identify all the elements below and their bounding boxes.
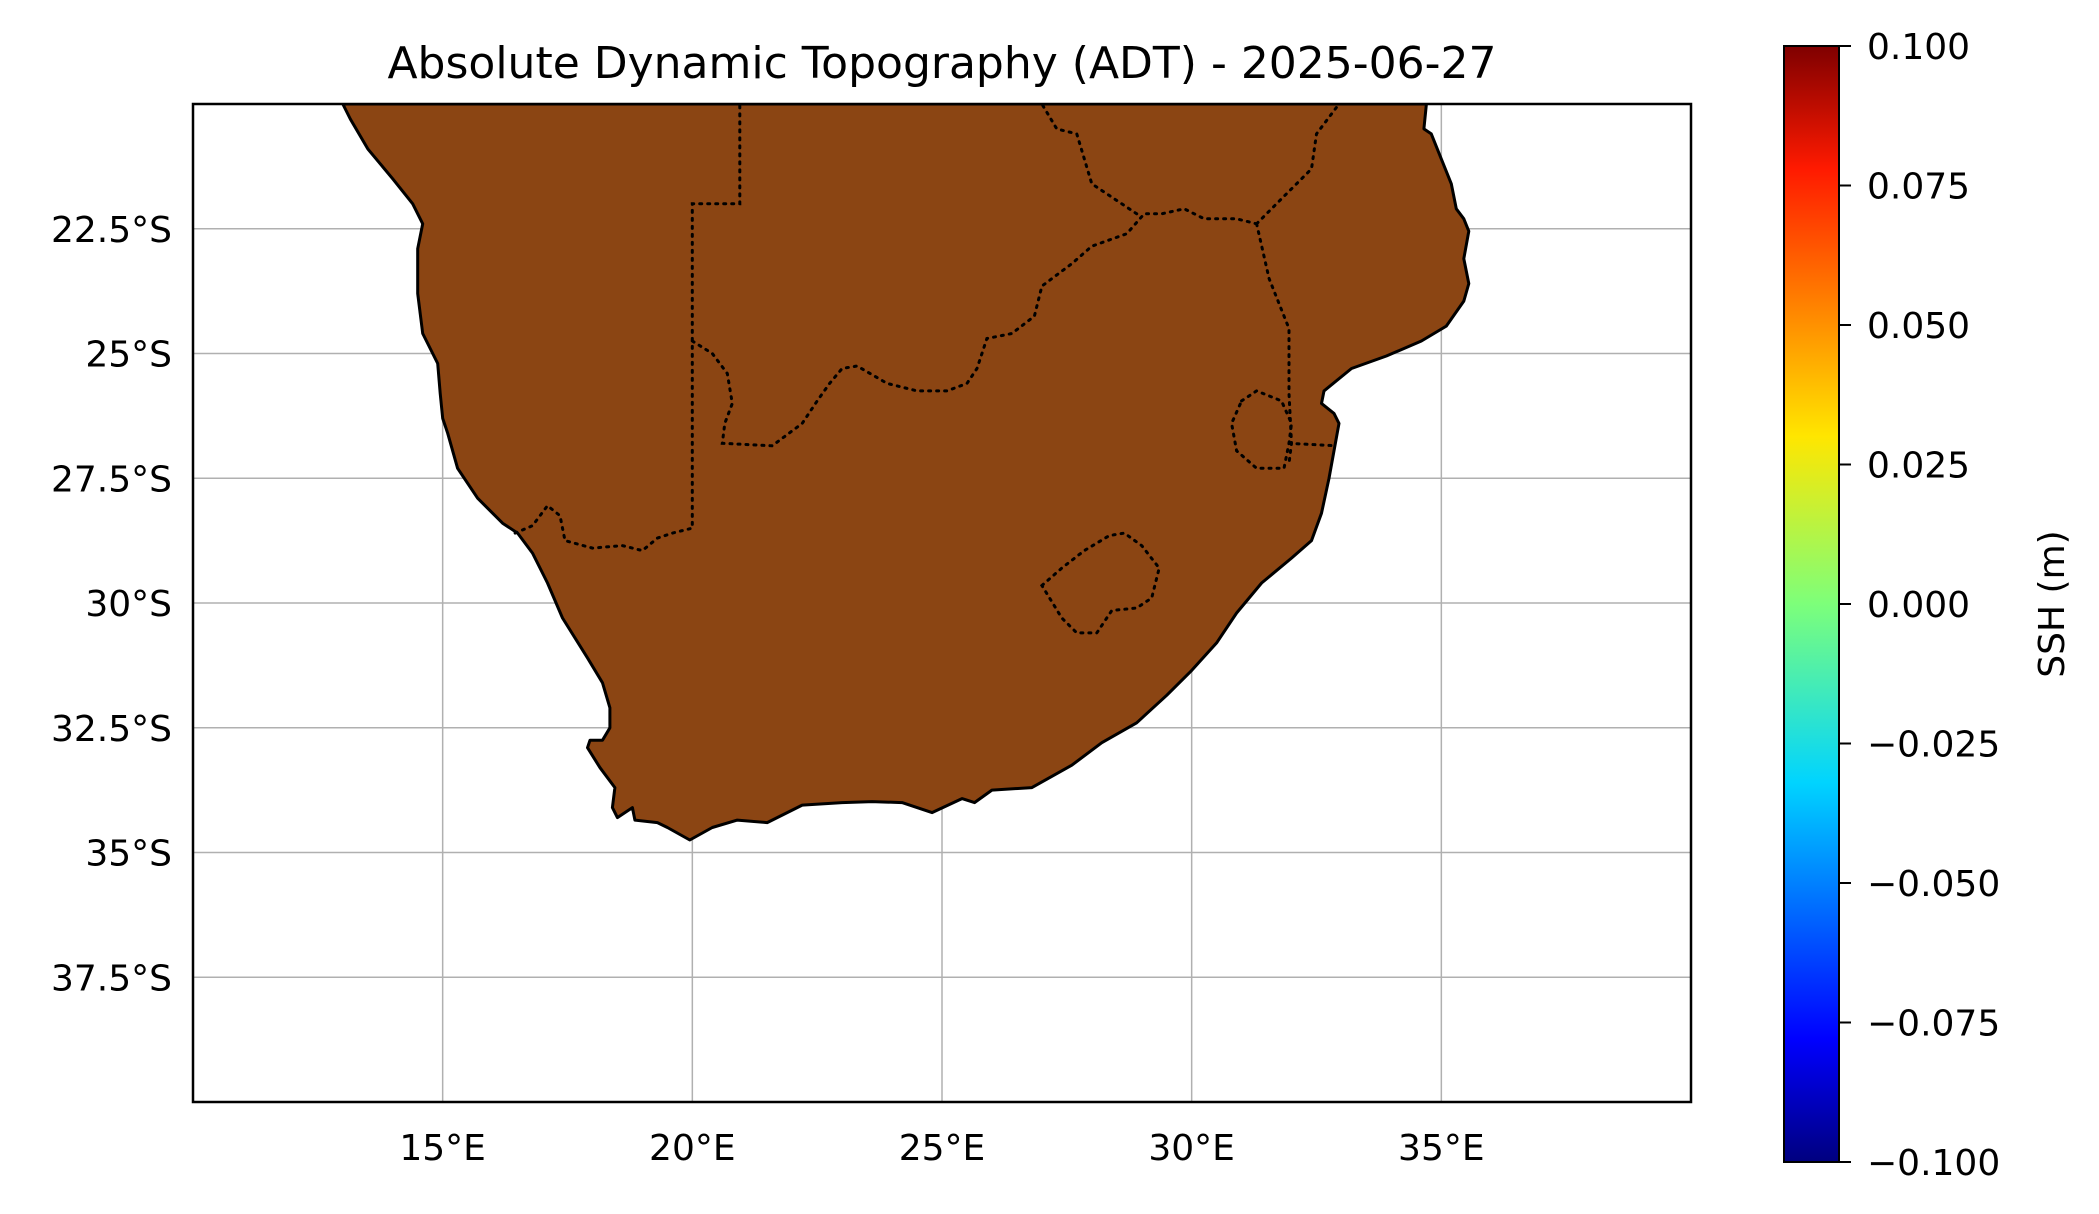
colorbar-tick-label: 0.000 — [1867, 585, 1970, 626]
y-tick-label: 27.5°S — [51, 459, 172, 500]
y-tick-label: 32.5°S — [51, 709, 172, 750]
colorbar-tick-label: 0.100 — [1867, 27, 1970, 68]
colorbar-tick-label: 0.075 — [1867, 167, 1970, 208]
y-tick-label: 22.5°S — [51, 210, 172, 251]
x-tick-label: 15°E — [399, 1128, 486, 1169]
map-area — [343, 104, 1469, 840]
colorbar-tick-label: 0.025 — [1867, 446, 1970, 487]
y-tick-label: 35°S — [85, 834, 172, 875]
colorbar-tick-label: −0.050 — [1867, 864, 2000, 905]
colorbar-ticks: 0.100 0.075 0.050 0.025 0.000 −0.025 −0.050 −0.… — [1839, 27, 2000, 1184]
land-area — [343, 104, 1469, 840]
y-tick-label: 37.5°S — [51, 958, 172, 999]
colorbar-label: SSH (m) — [2032, 530, 2073, 677]
y-axis-ticks: 22.5°S 25°S 27.5°S 30°S 32.5°S 35°S 37.5°S — [51, 210, 172, 1000]
colorbar-tick-label: −0.100 — [1867, 1143, 2000, 1184]
colorbar-tick-label: −0.075 — [1867, 1004, 2000, 1045]
y-tick-label: 25°S — [85, 335, 172, 376]
colorbar-tick-label: 0.050 — [1867, 306, 1970, 347]
y-tick-label: 30°S — [85, 584, 172, 625]
x-tick-label: 30°E — [1148, 1128, 1235, 1169]
x-tick-label: 25°E — [899, 1128, 986, 1169]
x-axis-ticks: 15°E 20°E 25°E 30°E 35°E — [399, 1128, 1484, 1169]
x-tick-label: 35°E — [1398, 1128, 1485, 1169]
chart-title: Absolute Dynamic Topography (ADT) - 2025… — [387, 38, 1496, 89]
x-tick-label: 20°E — [649, 1128, 736, 1169]
colorbar-tick-label: −0.025 — [1867, 725, 2000, 766]
colorbar — [1784, 46, 1839, 1162]
